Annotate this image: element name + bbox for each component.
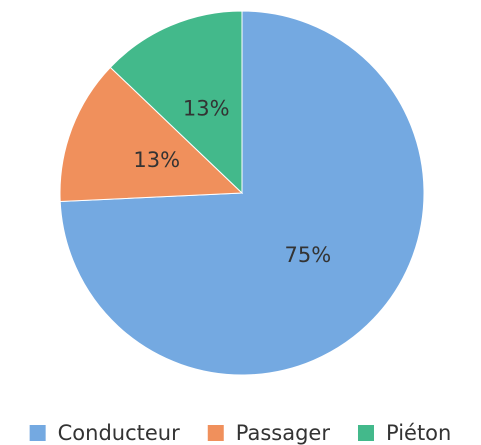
data-label: 75%: [284, 243, 331, 267]
legend: Conducteur Passager Piéton: [29, 421, 451, 445]
data-label: 13%: [183, 96, 230, 120]
legend-label: Passager: [236, 421, 331, 445]
legend-swatch: [357, 425, 374, 441]
data-label: 13%: [133, 148, 180, 172]
legend-swatch: [29, 425, 46, 441]
legend-swatch: [207, 425, 224, 441]
pie-slice: [109, 10, 243, 195]
pie-slice: [59, 66, 244, 203]
legend-label: Piéton: [386, 421, 451, 445]
legend-label: Conducteur: [58, 421, 180, 445]
